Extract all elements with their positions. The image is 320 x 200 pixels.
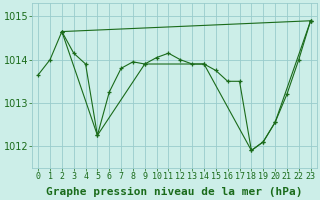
X-axis label: Graphe pression niveau de la mer (hPa): Graphe pression niveau de la mer (hPa)	[46, 186, 303, 197]
